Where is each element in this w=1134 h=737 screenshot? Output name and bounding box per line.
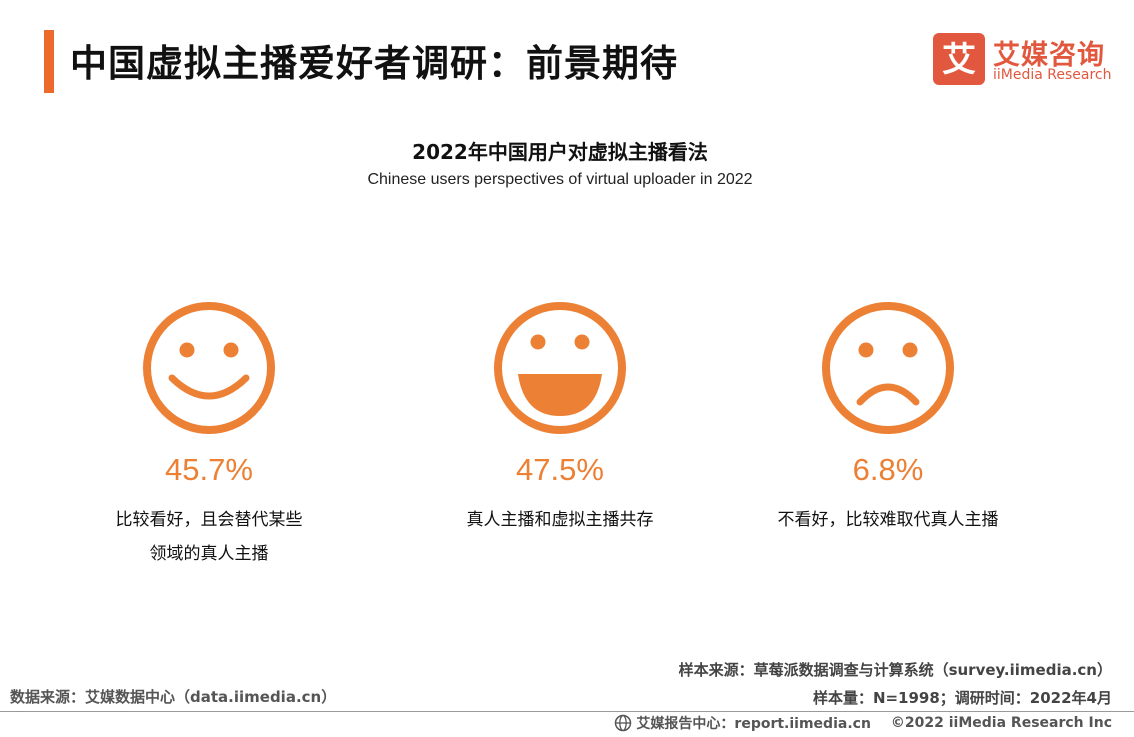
- data-source: 数据来源：艾媒数据中心（data.iimedia.cn）: [10, 688, 337, 706]
- copyright: ©2022 iiMedia Research Inc: [890, 715, 1112, 731]
- percentage-label: 6.8%: [852, 452, 924, 487]
- logo-english-name: iiMedia Research: [993, 67, 1112, 83]
- globe-icon: [615, 714, 632, 732]
- logo-chinese-name: 艾媒咨询: [993, 40, 1105, 71]
- footer: 艾媒报告中心：report.iimedia.cn ©2022 iiMedia R…: [614, 713, 1112, 733]
- grin-face-icon: [494, 302, 626, 434]
- description-label: 不看好，比较难取代真人主播: [738, 503, 1038, 537]
- percentage-label: 45.7%: [165, 452, 253, 487]
- description-line: 不看好，比较难取代真人主播: [777, 510, 999, 530]
- smile-face-icon: [143, 302, 275, 434]
- frown-face-icon: [822, 302, 954, 434]
- svg-text:艾: 艾: [942, 40, 976, 80]
- description-label: 真人主播和虚拟主播共存: [410, 503, 710, 537]
- report-center-link[interactable]: 艾媒报告中心：report.iimedia.cn: [636, 716, 871, 732]
- description-line: 比较看好，且会替代某些: [115, 510, 303, 530]
- description-label: 比较看好，且会替代某些 领域的真人主播: [59, 503, 359, 571]
- description-line: 领域的真人主播: [149, 544, 269, 564]
- percentage-label: 47.5%: [516, 452, 604, 487]
- sample-size: 样本量：N=1998；调研时间：2022年4月: [812, 689, 1112, 707]
- sample-source: 样本来源：草莓派数据调查与计算系统（survey.iimedia.cn）: [678, 661, 1112, 679]
- chart-subtitle: Chinese users perspectives of virtual up…: [367, 171, 753, 188]
- iimedia-logo: 艾 艾媒咨询 iiMedia Research: [933, 33, 1113, 85]
- chart-title: 2022年中国用户对虚拟主播看法: [412, 140, 708, 164]
- description-line: 真人主播和虚拟主播共存: [466, 510, 654, 530]
- title-accent-bar: [44, 30, 54, 93]
- page-title: 中国虚拟主播爱好者调研：前景期待: [70, 42, 678, 85]
- logo-mark-icon: 艾: [933, 33, 985, 85]
- footer-divider: [0, 711, 1134, 712]
